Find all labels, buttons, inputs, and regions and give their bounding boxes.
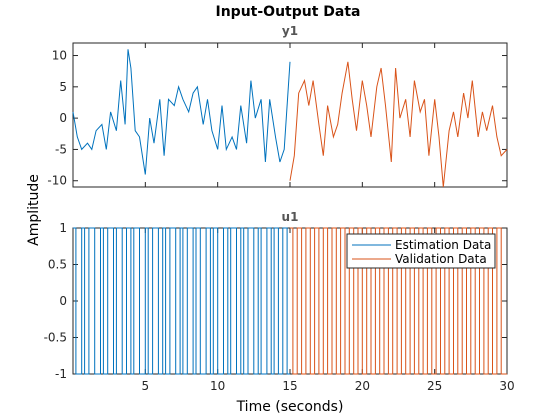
figure-title: Input-Output Data <box>216 4 361 20</box>
legend-label: Estimation Data <box>395 238 491 252</box>
legend-label: Validation Data <box>395 252 487 266</box>
y-tick-label: -5 <box>55 142 67 156</box>
x-tick-label: 10 <box>210 379 225 393</box>
y-tick-label: -1 <box>55 367 67 381</box>
y-tick-label: -0.5 <box>44 331 67 345</box>
y-tick-label: 10 <box>52 49 67 63</box>
y1-subtitle: y1 <box>282 24 298 38</box>
y-tick-label: 0 <box>59 111 67 125</box>
series-line-validation <box>290 227 507 375</box>
x-tick-label: 20 <box>355 379 370 393</box>
y-tick-label: 1 <box>59 221 67 235</box>
x-axis-label: Time (seconds) <box>236 399 344 415</box>
u1-subtitle: u1 <box>282 210 299 224</box>
y-tick-label: 0.5 <box>48 258 67 272</box>
y-tick-label: 0 <box>59 294 67 308</box>
y-tick-label: -10 <box>47 174 67 188</box>
legend-box <box>346 233 496 269</box>
series-line-estimation <box>73 227 290 375</box>
y-tick-label: 5 <box>59 80 67 94</box>
x-tick-label: 30 <box>499 379 514 393</box>
series-line-validation <box>289 61 508 188</box>
y-axis-label: Amplitude <box>26 174 42 246</box>
x-tick-label: 15 <box>282 379 297 393</box>
series-line-estimation <box>72 49 291 175</box>
y1-axes: -10 -5 0 5 10 <box>47 42 508 188</box>
x-tick-label: 25 <box>427 379 442 393</box>
x-tick-label: 5 <box>142 379 150 393</box>
